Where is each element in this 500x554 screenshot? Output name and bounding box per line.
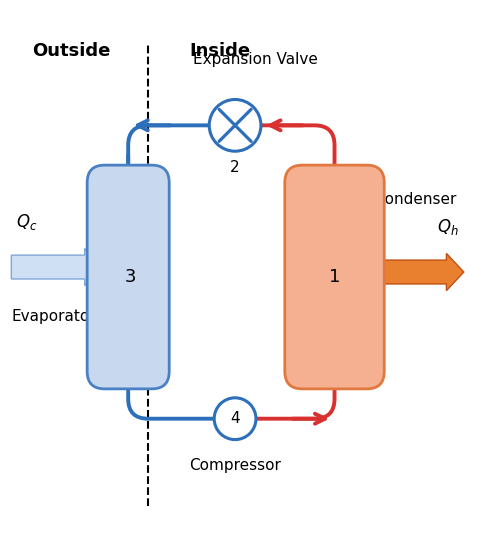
Text: Outside: Outside: [32, 42, 110, 60]
Text: $Q_h$: $Q_h$: [437, 217, 459, 237]
Text: 2: 2: [230, 160, 240, 175]
Text: Evaporator: Evaporator: [12, 309, 96, 324]
Text: Compressor: Compressor: [189, 459, 281, 474]
Text: Expansion Valve: Expansion Valve: [192, 52, 318, 67]
FancyArrow shape: [12, 248, 100, 286]
Text: 3: 3: [125, 268, 136, 286]
Text: 1: 1: [329, 268, 340, 286]
Text: Inside: Inside: [190, 42, 250, 60]
Circle shape: [209, 100, 261, 151]
Text: 4: 4: [230, 411, 240, 426]
Text: $Q_c$: $Q_c$: [16, 212, 38, 232]
FancyArrow shape: [372, 253, 464, 291]
FancyBboxPatch shape: [87, 165, 169, 389]
Text: Condenser: Condenser: [374, 192, 456, 207]
FancyBboxPatch shape: [285, 165, 384, 389]
Circle shape: [214, 398, 256, 439]
